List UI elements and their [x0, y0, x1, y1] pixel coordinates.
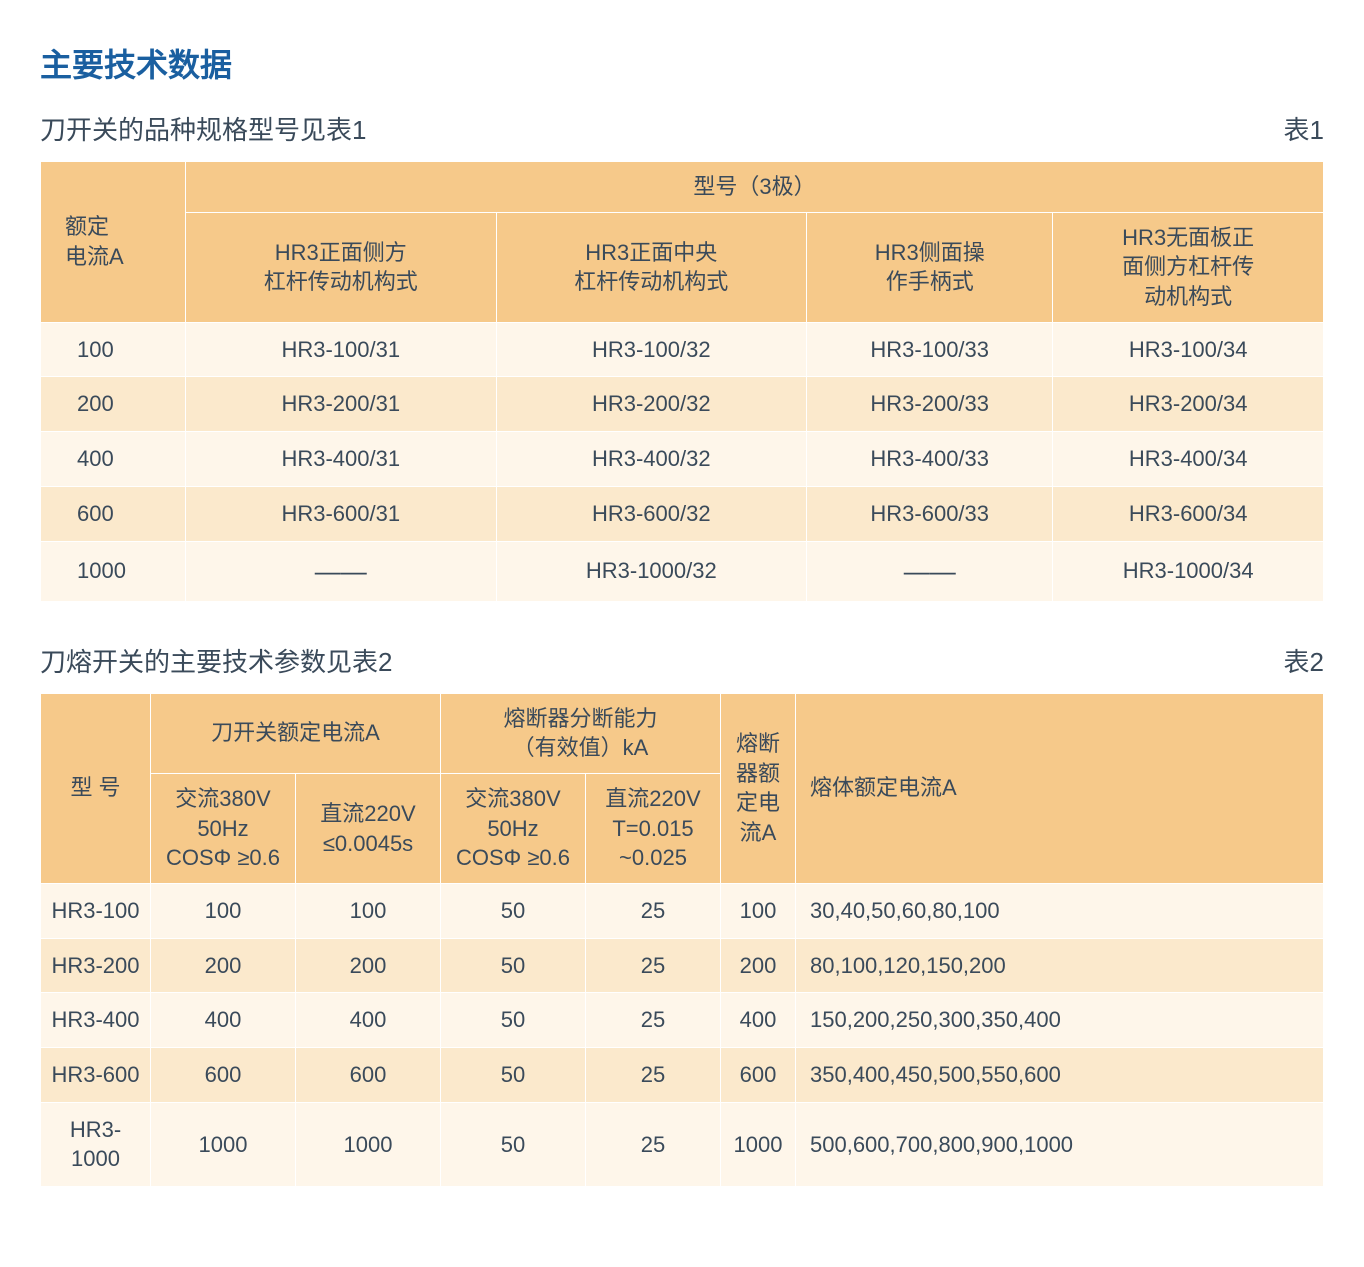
table2-cell: 25 [586, 938, 721, 993]
table-row: HR3-200200200502520080,100,120,150,200 [41, 938, 1324, 993]
table2-group2: 熔断器分断能力（有效值）kA [441, 693, 721, 773]
table1-cell: HR3-100/31 [186, 322, 497, 377]
table2-cell: 200 [151, 938, 296, 993]
table2-cell: 400 [721, 993, 796, 1048]
table-row: HR3-10001000100050251000500,600,700,800,… [41, 1102, 1324, 1186]
table2-cell: 1000 [296, 1102, 441, 1186]
table1-rowheader: 额定电流A [41, 162, 186, 323]
table2-cell: 600 [151, 1048, 296, 1103]
table2-cell: 400 [296, 993, 441, 1048]
table1-col-header: HR3无面板正面侧方杠杆传动机构式 [1053, 212, 1324, 322]
table1-row-label: 400 [41, 432, 186, 487]
table1-cell: HR3-200/33 [807, 377, 1053, 432]
table1-cell: HR3-100/33 [807, 322, 1053, 377]
table2-rowheader: 型 号 [41, 693, 151, 883]
table2-cell: 100 [151, 884, 296, 939]
table1-subtitle: 刀开关的品种规格型号见表1 [40, 110, 366, 147]
table2-body-rated: 350,400,450,500,550,600 [796, 1048, 1324, 1103]
table2-body-rated: 80,100,120,150,200 [796, 938, 1324, 993]
table2-cell: 200 [721, 938, 796, 993]
table1-cell: HR3-600/32 [496, 486, 807, 541]
table2-sub-ac: 交流380V50HzCOSΦ ≥0.6 [151, 773, 296, 883]
table2-cell: 200 [296, 938, 441, 993]
table2-sub-dc2: 直流220VT=0.015~0.025 [586, 773, 721, 883]
table-row: HR3-6006006005025600350,400,450,500,550,… [41, 1048, 1324, 1103]
table2-sub-dc: 直流220V≤0.0045s [296, 773, 441, 883]
table2-col-fuse-rated: 熔断器额定电流A [721, 693, 796, 883]
table1-cell: HR3-400/32 [496, 432, 807, 487]
table1-col-header: HR3正面侧方杠杆传动机构式 [186, 212, 497, 322]
table2-cell: 50 [441, 938, 586, 993]
table2-sub-ac2: 交流380V50HzCOSΦ ≥0.6 [441, 773, 586, 883]
table2-cell: 1000 [151, 1102, 296, 1186]
table2-cell: 600 [721, 1048, 796, 1103]
table2-cell: 50 [441, 884, 586, 939]
table-row: HR3-100100100502510030,40,50,60,80,100 [41, 884, 1324, 939]
table1-cell: —— [807, 541, 1053, 601]
table2-col-body-rated: 熔体额定电流A [796, 693, 1324, 883]
table1-group-header: 型号（3极） [186, 162, 1324, 213]
table2-group1: 刀开关额定电流A [151, 693, 441, 773]
table1: 额定电流A 型号（3极） HR3正面侧方杠杆传动机构式HR3正面中央杠杆传动机构… [40, 161, 1324, 602]
table2-model: HR3-1000 [41, 1102, 151, 1186]
table2-cell: 25 [586, 1102, 721, 1186]
table2-cell: 100 [296, 884, 441, 939]
table2-model: HR3-200 [41, 938, 151, 993]
table1-cell: HR3-200/34 [1053, 377, 1324, 432]
table1-row-label: 600 [41, 486, 186, 541]
table-row: HR3-4004004005025400150,200,250,300,350,… [41, 993, 1324, 1048]
table1-row-label: 1000 [41, 541, 186, 601]
table-row: 100HR3-100/31HR3-100/32HR3-100/33HR3-100… [41, 322, 1324, 377]
table1-row-label: 100 [41, 322, 186, 377]
table1-cell: HR3-200/31 [186, 377, 497, 432]
table2-cell: 50 [441, 1048, 586, 1103]
table1-cell: HR3-600/33 [807, 486, 1053, 541]
table2-body-rated: 30,40,50,60,80,100 [796, 884, 1324, 939]
table1-cell: HR3-400/34 [1053, 432, 1324, 487]
table2-cell: 25 [586, 884, 721, 939]
table1-cell: HR3-600/31 [186, 486, 497, 541]
table1-cell: HR3-200/32 [496, 377, 807, 432]
page-title: 主要技术数据 [40, 40, 1324, 86]
table1-cell: HR3-1000/32 [496, 541, 807, 601]
table2-body-rated: 500,600,700,800,900,1000 [796, 1102, 1324, 1186]
table1-cell: HR3-1000/34 [1053, 541, 1324, 601]
table2-cell: 50 [441, 993, 586, 1048]
table1-col-headers: HR3正面侧方杠杆传动机构式HR3正面中央杠杆传动机构式HR3侧面操作手柄式HR… [41, 212, 1324, 322]
table2-model: HR3-100 [41, 884, 151, 939]
table1-cell: —— [186, 541, 497, 601]
table-row: 200HR3-200/31HR3-200/32HR3-200/33HR3-200… [41, 377, 1324, 432]
table2-body-rated: 150,200,250,300,350,400 [796, 993, 1324, 1048]
table2-model: HR3-400 [41, 993, 151, 1048]
table2-cell: 25 [586, 1048, 721, 1103]
table1-col-header: HR3侧面操作手柄式 [807, 212, 1053, 322]
table1-row-label: 200 [41, 377, 186, 432]
table2-cell: 600 [296, 1048, 441, 1103]
table1-label: 表1 [1284, 110, 1324, 147]
table2-cell: 100 [721, 884, 796, 939]
table1-cell: HR3-100/34 [1053, 322, 1324, 377]
table1-cell: HR3-400/33 [807, 432, 1053, 487]
table1-cell: HR3-400/31 [186, 432, 497, 487]
table2-label: 表2 [1284, 642, 1324, 679]
table1-cell: HR3-100/32 [496, 322, 807, 377]
table1-col-header: HR3正面中央杠杆传动机构式 [496, 212, 807, 322]
table2-cell: 25 [586, 993, 721, 1048]
table2-cell: 400 [151, 993, 296, 1048]
table1-cell: HR3-600/34 [1053, 486, 1324, 541]
table2-subtitle: 刀熔开关的主要技术参数见表2 [40, 642, 392, 679]
table-row: 1000——HR3-1000/32——HR3-1000/34 [41, 541, 1324, 601]
table2: 型 号 刀开关额定电流A 熔断器分断能力（有效值）kA 熔断器额定电流A 熔体额… [40, 693, 1324, 1188]
table-row: 400HR3-400/31HR3-400/32HR3-400/33HR3-400… [41, 432, 1324, 487]
table2-cell: 50 [441, 1102, 586, 1186]
table-row: 600HR3-600/31HR3-600/32HR3-600/33HR3-600… [41, 486, 1324, 541]
table2-cell: 1000 [721, 1102, 796, 1186]
table2-model: HR3-600 [41, 1048, 151, 1103]
